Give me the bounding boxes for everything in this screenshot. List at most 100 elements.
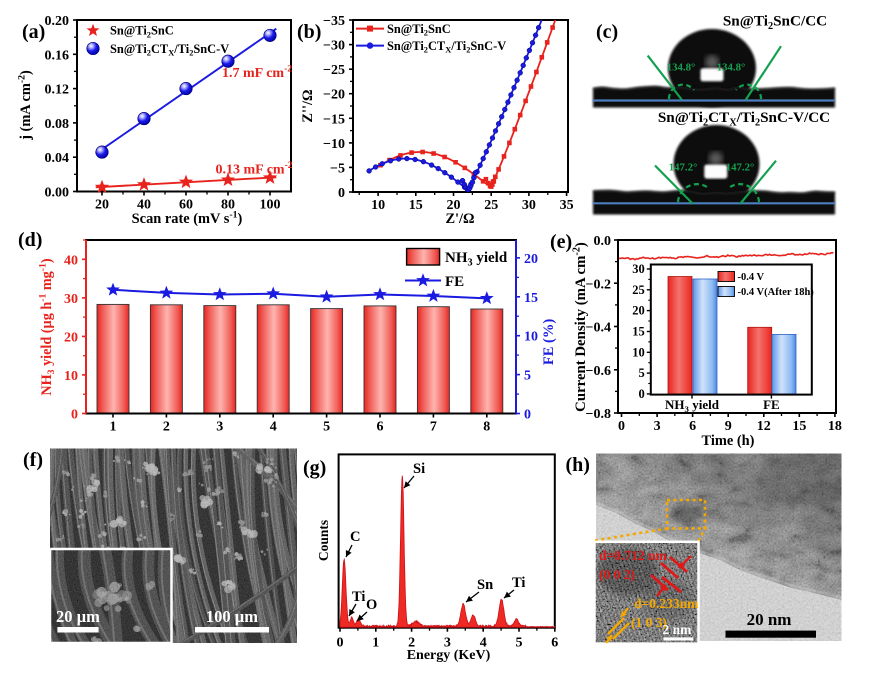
svg-text:20: 20 [524,252,538,267]
svg-text:10: 10 [632,345,645,359]
svg-text:0.0: 0.0 [594,234,612,249]
svg-text:C: C [350,529,360,545]
svg-text:7: 7 [430,420,437,435]
svg-text:0.04: 0.04 [45,151,70,166]
svg-text:6: 6 [551,636,558,651]
svg-text:15: 15 [792,419,806,434]
svg-text:(1 0 3): (1 0 3) [631,615,667,630]
svg-text:8: 8 [483,420,490,435]
svg-text:FE (%): FE (%) [541,319,557,365]
svg-text:0.13 mF cm-2​: 0.13 mF cm-2​ [216,161,293,177]
svg-text:2: 2 [163,420,170,435]
svg-text:Sn: Sn [477,577,493,593]
svg-text:(e): (e) [550,231,572,253]
svg-text:5: 5 [323,420,330,435]
svg-text:20 nm: 20 nm [747,610,792,629]
svg-text:(a): (a) [22,21,45,43]
svg-text:Si: Si [413,461,425,477]
svg-text:20: 20 [632,304,645,318]
svg-text:Sn@Ti2​CTX​/Ti2​SnC-V/CC: Sn@Ti2​CTX​/Ti2​SnC-V/CC [658,109,830,128]
svg-text:100: 100 [260,198,281,213]
svg-text:Sn@Ti2​CTX​/Ti2​SnC-V: Sn@Ti2​CTX​/Ti2​SnC-V [110,42,229,58]
svg-text:Sn@Ti2​SnC: Sn@Ti2​SnC [110,24,174,40]
svg-text:(c): (c) [596,21,618,43]
svg-text:Sn@Ti2​SnC/CC: Sn@Ti2​SnC/CC [723,13,827,32]
svg-text:35: 35 [560,198,574,213]
svg-text:−10: −10 [323,137,345,152]
svg-text:j (mA cm-2​): j (mA cm-2​) [17,70,35,141]
svg-text:-0.4 V(After 18h): -0.4 V(After 18h) [738,287,815,298]
svg-text:80: 80 [221,198,235,213]
svg-text:Sn@Ti2​CTX​/Ti2​SnC-V: Sn@Ti2​CTX​/Ti2​SnC-V [387,39,506,55]
svg-text:134.8°: 134.8° [717,62,746,74]
svg-text:30: 30 [522,198,536,213]
svg-text:-0.4 V: -0.4 V [738,272,765,283]
svg-text:20 µm: 20 µm [56,607,100,626]
svg-text:1.7 mF cm-2​: 1.7 mF cm-2​ [222,65,292,81]
svg-text:d=0.233nm: d=0.233nm [634,596,699,611]
svg-text:4: 4 [480,636,487,651]
svg-text:Z'/Ω: Z'/Ω [445,211,474,227]
svg-text:6: 6 [689,419,696,434]
svg-text:−0.6: −0.6 [586,364,611,379]
svg-text:Ti: Ti [352,589,365,605]
svg-text:−5: −5 [330,161,345,176]
svg-text:(f): (f) [23,449,43,471]
svg-text:40: 40 [64,253,78,268]
svg-text:Sn@Ti2​SnC: Sn@Ti2​SnC [387,22,451,38]
svg-text:0: 0 [524,408,531,423]
svg-text:0: 0 [639,387,645,401]
svg-text:0: 0 [71,408,78,423]
svg-text:18: 18 [828,419,842,434]
svg-text:134.8°: 134.8° [667,62,696,74]
svg-text:15: 15 [409,198,423,213]
svg-text:0.12: 0.12 [45,83,70,98]
svg-text:15: 15 [524,291,538,306]
svg-text:−30: −30 [323,39,345,54]
svg-text:3: 3 [216,420,223,435]
svg-text:10: 10 [371,198,385,213]
svg-text:0.00: 0.00 [45,186,70,201]
svg-text:6: 6 [377,420,384,435]
svg-text:147.2°: 147.2° [669,162,698,174]
svg-text:3: 3 [654,419,661,434]
svg-text:−15: −15 [323,112,345,127]
svg-text:147.2°: 147.2° [726,162,755,174]
svg-text:5: 5 [639,366,645,380]
svg-text:25: 25 [632,283,645,297]
svg-text:100 µm: 100 µm [206,607,258,626]
svg-text:10: 10 [64,369,78,384]
svg-text:15: 15 [632,324,645,338]
svg-text:0.08: 0.08 [45,117,70,132]
svg-text:(g): (g) [303,457,326,479]
svg-text:Current Density (mA cm-2​): Current Density (mA cm-2​) [571,242,589,412]
svg-text:O: O [366,597,377,613]
svg-text:60: 60 [179,198,193,213]
svg-text:20: 20 [447,198,461,213]
svg-text:2 nm: 2 nm [663,622,693,637]
svg-text:0: 0 [337,636,344,651]
svg-text:NH3​ yield: NH3​ yield [665,397,720,414]
svg-text:4: 4 [270,420,277,435]
svg-text:9: 9 [725,419,732,434]
svg-text:0: 0 [338,186,345,201]
svg-text:40: 40 [137,198,151,213]
svg-text:FE: FE [445,274,464,290]
svg-text:20: 20 [95,198,109,213]
svg-text:0.16: 0.16 [45,48,70,63]
svg-text:5: 5 [516,636,523,651]
svg-text:30: 30 [632,262,645,276]
svg-text:−25: −25 [323,63,345,78]
svg-text:Energy (KeV): Energy (KeV) [407,648,491,663]
svg-text:5: 5 [524,369,531,384]
svg-text:Ti: Ti [512,575,525,591]
svg-text:NH3​ yield (µg h-1​ mg-1​): NH3​ yield (µg h-1​ mg-1​) [38,258,58,395]
svg-text:−0.8: −0.8 [586,407,611,422]
svg-text:NH3​ yield: NH3​ yield [445,250,508,268]
svg-text:Scan rate (mV s-1​): Scan rate (mV s-1​) [132,210,243,228]
svg-text:Time (h): Time (h) [702,433,755,449]
svg-text:20: 20 [64,330,78,345]
svg-text:25: 25 [484,198,498,213]
svg-text:(d): (d) [18,229,42,251]
svg-text:(h): (h) [566,454,590,476]
